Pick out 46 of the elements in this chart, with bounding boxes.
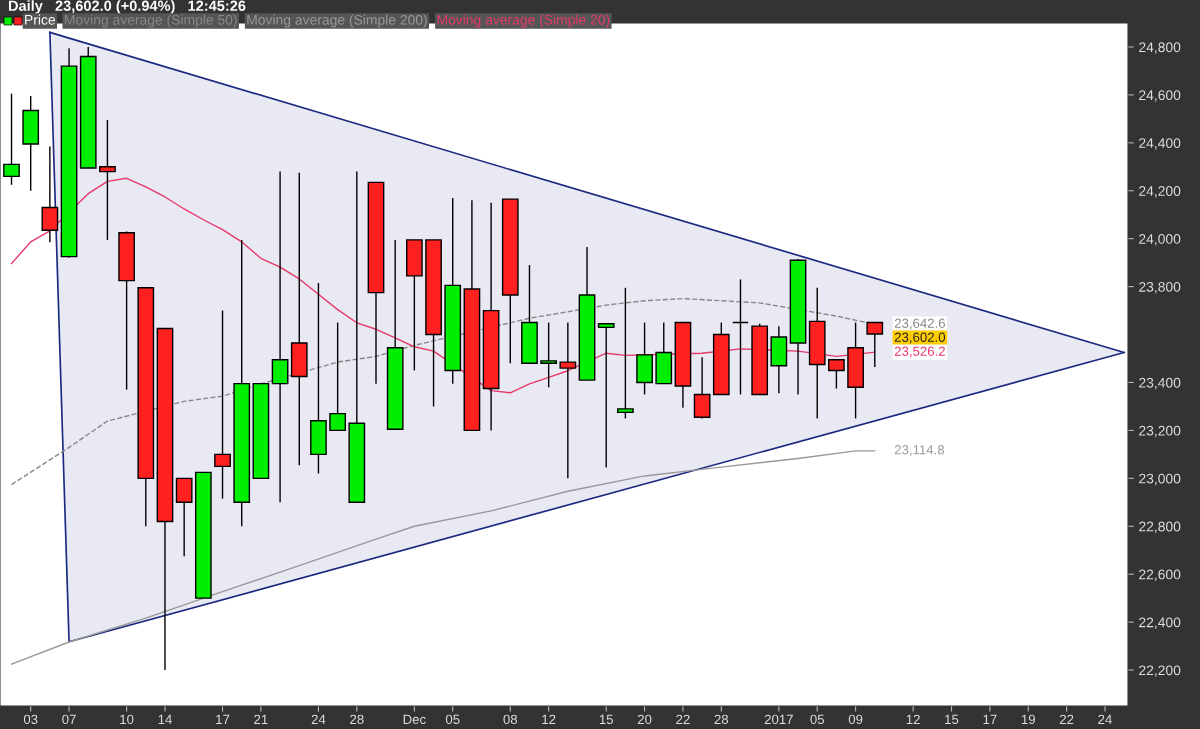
x-tick-label: 17	[216, 714, 230, 724]
x-tick-label: 17	[983, 714, 997, 724]
data-label: 23,642.6	[894, 318, 945, 330]
y-tick-label: 22,600	[1139, 569, 1181, 581]
y-tick-label: 24,000	[1139, 234, 1181, 246]
text: Moving average (Simple 200)	[247, 14, 427, 28]
data-label: 23,114.8	[894, 445, 945, 456]
y-tick-label: 23,400	[1139, 377, 1181, 390]
legend-label: Price	[25, 14, 56, 25]
x-tick-label: 2017	[764, 714, 793, 725]
x-tick-label: 24	[311, 714, 326, 724]
y-tick-label: 23,200	[1139, 425, 1181, 438]
x-tick-label: 28	[714, 714, 729, 725]
y-tick-label: 24,800	[1139, 42, 1181, 54]
chart-title: Daily 23,602.0 (+0.94%) 12:45:26	[8, 0, 246, 14]
y-tick-label: 23,800	[1139, 281, 1181, 294]
x-tick-label: 09	[848, 714, 863, 725]
x-tick-label: Dec	[403, 714, 426, 725]
x-tick-label: 07	[62, 714, 76, 725]
x-tick-label: 15	[945, 714, 959, 725]
x-tick-label: 08	[503, 714, 518, 725]
y-tick-label: 22,400	[1139, 617, 1181, 629]
x-tick-label: 10	[120, 714, 134, 725]
x-tick-label: 19	[1021, 714, 1035, 725]
x-tick-label: 22	[676, 714, 690, 724]
y-tick-label: 24,200	[1139, 186, 1181, 198]
data-label: 23,526.2	[894, 346, 945, 358]
y-tick-label: 22,800	[1139, 521, 1181, 534]
x-tick-label: 12	[906, 714, 920, 724]
x-tick-label: 24	[1098, 714, 1112, 724]
x-tick-label: 05	[810, 714, 825, 725]
text: Moving average (Simple 20)	[437, 14, 610, 28]
x-tick-label: 28	[350, 714, 364, 725]
x-tick-label: 05	[445, 714, 460, 725]
x-tick-label: 22	[1059, 714, 1074, 724]
x-tick-label: 03	[23, 714, 38, 725]
y-tick-label: 22,200	[1139, 665, 1181, 677]
y-tick-label: 23,000	[1139, 473, 1181, 486]
y-tick-label: 24,400	[1139, 138, 1181, 150]
text: 23,602.0	[894, 332, 946, 344]
x-tick-label: 21	[254, 714, 268, 724]
x-tick-label: 20	[637, 714, 652, 725]
y-tick-label: 24,600	[1139, 90, 1181, 102]
x-tick-label: 14	[158, 714, 172, 724]
x-tick-label: 15	[599, 714, 613, 725]
x-tick-label: 12	[542, 714, 556, 724]
